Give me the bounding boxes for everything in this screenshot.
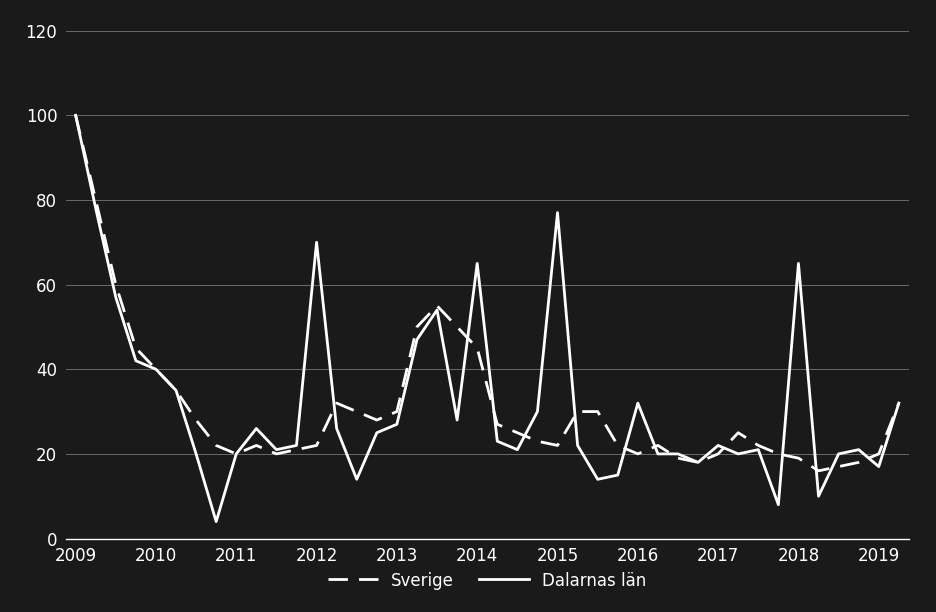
Sverige: [150, 365, 161, 373]
Dalarnas län: [672, 450, 683, 458]
Dalarnas län: [411, 336, 422, 343]
Dalarnas län: [251, 425, 262, 432]
Dalarnas län: [772, 501, 783, 509]
Sverige: [211, 442, 222, 449]
Sverige: [532, 438, 543, 445]
Sverige: [451, 323, 462, 330]
Sverige: [251, 442, 262, 449]
Legend: Sverige, Dalarnas län: Sverige, Dalarnas län: [321, 565, 652, 596]
Dalarnas län: [190, 450, 201, 458]
Sverige: [371, 416, 382, 424]
Sverige: [431, 302, 442, 310]
Sverige: [872, 450, 884, 458]
Dalarnas län: [651, 450, 663, 458]
Sverige: [110, 281, 122, 288]
Dalarnas län: [551, 209, 563, 216]
Dalarnas län: [611, 471, 622, 479]
Sverige: [632, 450, 643, 458]
Dalarnas län: [732, 450, 743, 458]
Dalarnas län: [170, 387, 182, 394]
Dalarnas län: [491, 438, 503, 445]
Dalarnas län: [511, 446, 522, 453]
Sverige: [271, 450, 282, 458]
Dalarnas län: [792, 259, 803, 267]
Sverige: [752, 442, 763, 449]
Sverige: [792, 455, 803, 462]
Dalarnas län: [832, 450, 843, 458]
Sverige: [411, 323, 422, 330]
Dalarnas län: [130, 357, 141, 365]
Dalarnas län: [150, 365, 161, 373]
Line: Dalarnas län: Dalarnas län: [76, 115, 898, 521]
Dalarnas län: [632, 400, 643, 407]
Dalarnas län: [471, 259, 482, 267]
Dalarnas län: [211, 518, 222, 525]
Sverige: [290, 446, 301, 453]
Dalarnas län: [70, 111, 81, 119]
Dalarnas län: [90, 204, 101, 212]
Sverige: [471, 345, 482, 352]
Sverige: [551, 442, 563, 449]
Sverige: [391, 408, 402, 415]
Sverige: [892, 400, 903, 407]
Dalarnas län: [571, 442, 582, 449]
Dalarnas län: [230, 450, 241, 458]
Dalarnas län: [692, 459, 703, 466]
Dalarnas län: [451, 416, 462, 424]
Dalarnas län: [872, 463, 884, 470]
Dalarnas län: [812, 493, 824, 500]
Dalarnas län: [752, 446, 763, 453]
Sverige: [651, 442, 663, 449]
Dalarnas län: [330, 425, 342, 432]
Dalarnas län: [532, 408, 543, 415]
Sverige: [70, 111, 81, 119]
Dalarnas län: [391, 420, 402, 428]
Dalarnas län: [110, 294, 122, 301]
Sverige: [230, 450, 241, 458]
Sverige: [832, 463, 843, 470]
Sverige: [90, 196, 101, 204]
Sverige: [692, 459, 703, 466]
Line: Sverige: Sverige: [76, 115, 898, 471]
Sverige: [711, 450, 723, 458]
Sverige: [190, 416, 201, 424]
Dalarnas län: [311, 239, 322, 246]
Dalarnas län: [892, 400, 903, 407]
Sverige: [511, 429, 522, 436]
Sverige: [330, 400, 342, 407]
Dalarnas län: [290, 442, 301, 449]
Sverige: [351, 408, 362, 415]
Sverige: [772, 450, 783, 458]
Sverige: [672, 455, 683, 462]
Dalarnas län: [371, 429, 382, 436]
Sverige: [611, 442, 622, 449]
Dalarnas län: [271, 446, 282, 453]
Dalarnas län: [431, 306, 442, 313]
Sverige: [852, 459, 863, 466]
Sverige: [732, 429, 743, 436]
Sverige: [170, 387, 182, 394]
Sverige: [491, 420, 503, 428]
Dalarnas län: [592, 476, 603, 483]
Dalarnas län: [351, 476, 362, 483]
Sverige: [571, 408, 582, 415]
Dalarnas län: [711, 442, 723, 449]
Sverige: [311, 442, 322, 449]
Sverige: [130, 345, 141, 352]
Dalarnas län: [852, 446, 863, 453]
Sverige: [812, 467, 824, 474]
Sverige: [592, 408, 603, 415]
